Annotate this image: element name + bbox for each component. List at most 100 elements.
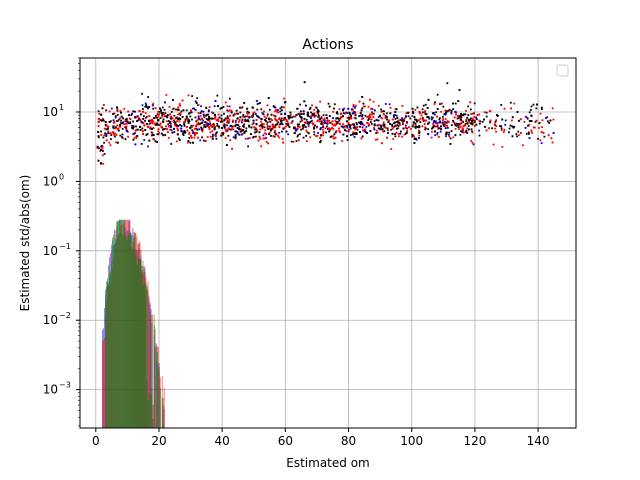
scatter-point [300,113,303,116]
scatter-point [526,117,529,120]
scatter-point [211,130,214,133]
scatter-point [411,107,414,110]
scatter-point [292,115,295,118]
scatter-point [370,118,373,121]
scatter-point [263,137,266,140]
scatter-point [147,106,149,109]
scatter-point [442,118,444,120]
scatter-point [371,112,373,115]
scatter-point [157,128,160,131]
scatter-point [314,124,316,127]
scatter-point [326,119,329,122]
scatter-point [155,114,157,117]
scatter-point [446,124,448,127]
scatter-point [161,114,164,116]
scatter-point [355,121,358,124]
scatter-point [423,111,426,113]
scatter-point [342,115,344,118]
scatter-point [315,114,318,117]
scatter-point [347,123,350,126]
scatter-point [338,108,341,111]
scatter-point [334,136,337,139]
scatter-point [107,130,110,133]
scatter-point [438,117,441,120]
scatter-point [135,128,138,131]
scatter-point [237,123,239,126]
scatter-point [350,117,353,120]
histogram-bar [153,325,155,428]
scatter-point [534,120,537,123]
scatter-point [496,114,499,117]
scatter-point [483,111,486,114]
scatter-point [160,112,163,115]
scatter-point [309,136,312,139]
scatter-point [361,123,364,126]
histogram-bar [150,394,152,428]
scatter-point [125,125,128,128]
scatter-point [208,109,210,112]
scatter-point [299,110,302,113]
scatter-point [186,117,189,120]
scatter-point [251,115,253,117]
scatter-point [367,119,370,121]
scatter-point [239,130,242,133]
scatter-point [120,111,122,114]
scatter-point [182,132,184,135]
scatter-point [214,134,217,137]
scatter-point [196,119,199,122]
scatter-point [415,138,418,141]
scatter-point [185,115,188,118]
scatter-point [184,118,187,121]
scatter-point [333,107,335,110]
scatter-point [195,101,198,104]
scatter-point [454,128,457,130]
scatter-point [348,111,351,114]
scatter-point [195,125,197,128]
scatter-point [288,117,290,120]
scatter-point [268,108,271,111]
scatter-point [246,119,249,122]
scatter-point [116,106,118,109]
scatter-point [533,126,536,129]
scatter-point [331,135,334,138]
scatter-point [227,127,230,130]
histogram-bar [143,269,145,428]
scatter-point [97,130,99,133]
scatter-point [527,131,530,134]
scatter-point [342,126,345,129]
scatter-point [113,112,116,115]
scatter-point [328,130,331,133]
scatter-point [230,109,233,112]
scatter-point [347,116,350,119]
scatter-point [262,113,265,116]
scatter-point [369,130,372,133]
scatter-point [261,112,264,115]
scatter-point [461,127,464,130]
scatter-point [125,119,128,122]
scatter-point [440,125,442,128]
scatter-point [372,100,375,103]
scatter-point [418,110,421,113]
scatter-point [110,138,112,141]
scatter-point [319,100,322,103]
scatter-point [469,122,472,125]
scatter-point [112,132,115,135]
scatter-point [222,106,225,108]
scatter-point [188,132,190,135]
scatter-point [182,131,185,133]
scatter-point [204,115,207,117]
scatter-point [472,122,474,124]
scatter-point [208,120,211,122]
scatter-point [100,113,103,116]
scatter-point [461,130,463,133]
scatter-point [139,125,141,128]
scatter-point [362,129,365,132]
scatter-point [427,116,430,119]
scatter-point [358,131,361,133]
scatter-point [394,117,397,120]
scatter-point [471,112,474,115]
scatter-point [345,111,347,114]
scatter-point [194,100,197,103]
scatter-point [457,100,460,103]
scatter-point [124,138,127,140]
